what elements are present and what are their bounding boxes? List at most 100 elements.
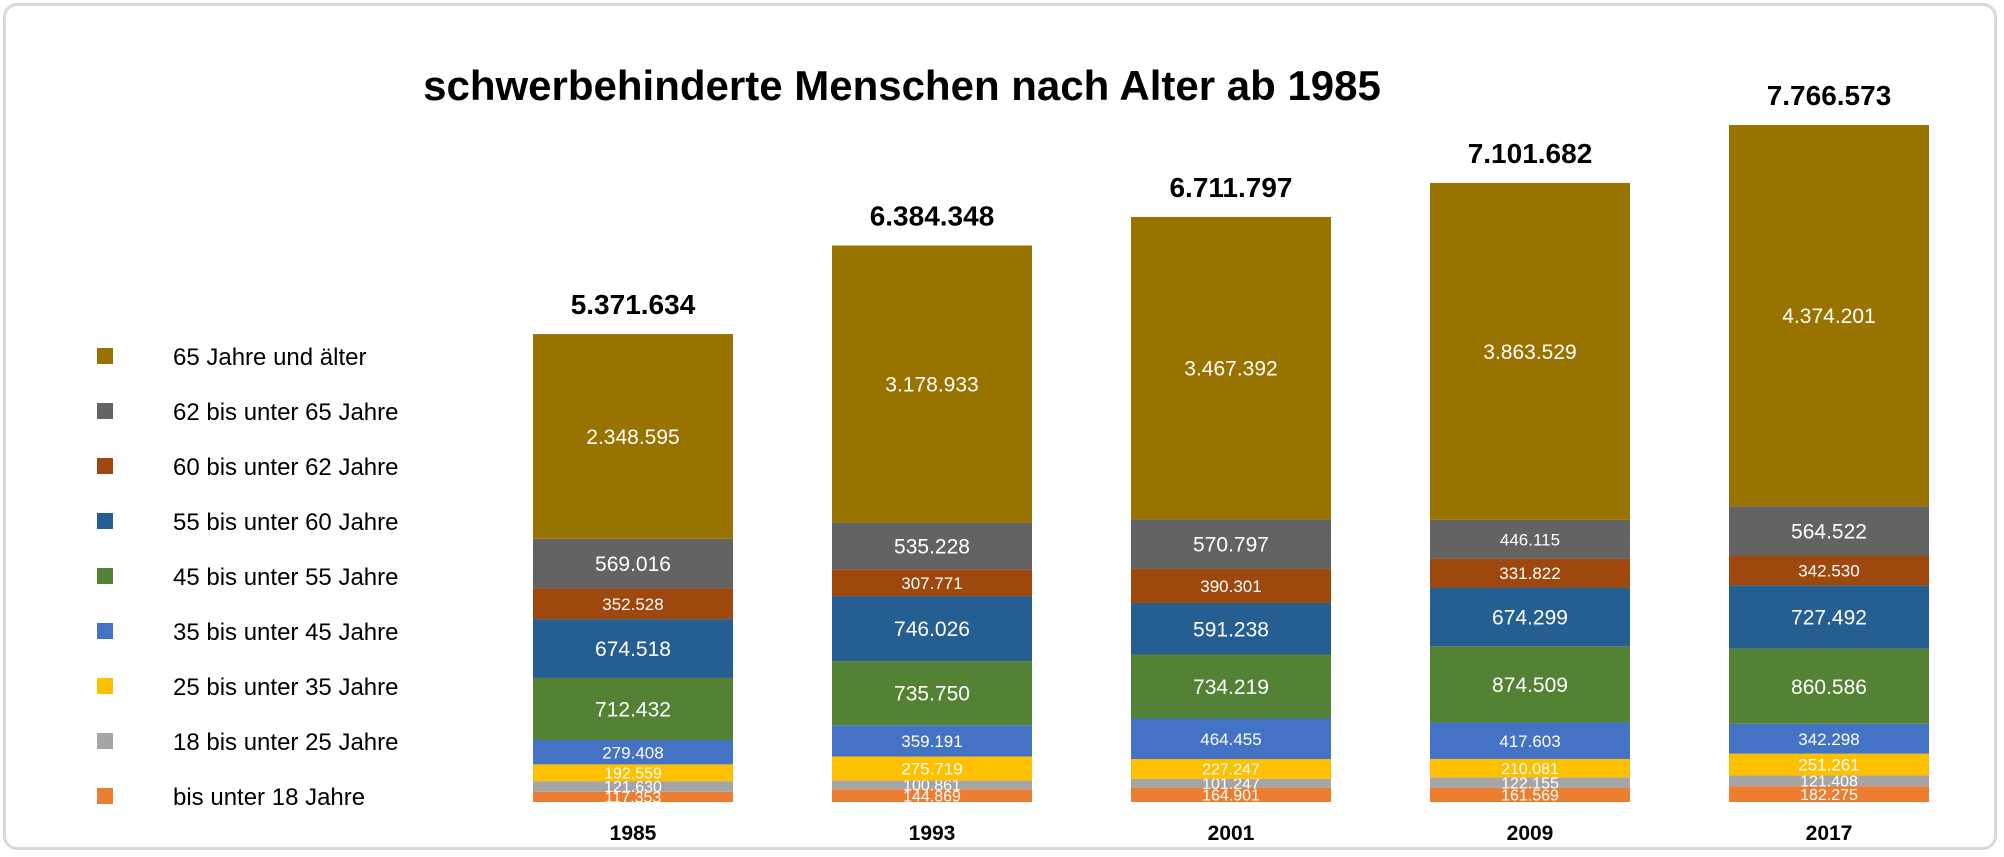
segment-value-label: 307.771 [901,574,962,593]
segment-value-label: 117.353 [605,790,662,807]
x-tick-label: 2001 [1208,822,1255,845]
bar-segment [533,791,733,802]
segment-value-label: 121.408 [1800,774,1858,791]
legend-item: 35 bis unter 45 Jahre [97,619,398,646]
bar-segment [1729,775,1929,787]
segment-value-label: 564.522 [1791,520,1867,543]
bar-segment [1131,787,1331,802]
legend-label: bis unter 18 Jahre [173,784,365,811]
segment-value-label: 569.016 [595,553,671,576]
legend-label: 55 bis unter 60 Jahre [173,509,398,536]
bar-segment [1131,778,1331,788]
bar-segment [1729,723,1929,754]
segment-value-label: 746.026 [894,618,970,641]
bar-segment [533,781,733,792]
segment-value-label: 3.178.933 [885,374,978,397]
legend-label: 18 bis unter 25 Jahre [173,729,398,756]
bar-segment [1729,753,1929,776]
chart-title: schwerbehinderte Menschen nach Alter ab … [423,62,1381,109]
bar-segment [832,725,1032,757]
bar-segment [1729,555,1929,586]
segment-value-label: 446.115 [1500,530,1560,549]
segment-value-label: 182.275 [1800,787,1858,804]
bar-segment [1729,506,1929,556]
segment-value-label: 874.509 [1492,674,1568,697]
legend: 65 Jahre und älter 62 bis unter 65 Jahre 6… [97,344,398,811]
segment-value-label: 144.869 [903,788,961,805]
legend-swatch [97,678,113,694]
segment-value-label: 2.348.595 [586,426,679,449]
legend-swatch [97,733,113,749]
bar-segment [832,780,1032,790]
segment-value-label: 3.467.392 [1184,358,1277,381]
segment-value-label: 712.432 [595,699,671,722]
bar-segment [533,334,733,539]
bar-segment [1430,519,1630,559]
bar-segment [1430,758,1630,778]
segment-value-label: 860.586 [1791,676,1867,699]
segment-value-label: 121.630 [604,779,662,796]
x-tick-label: 1985 [610,822,657,845]
legend-item: 55 bis unter 60 Jahre [97,509,398,536]
legend-item: bis unter 18 Jahre [97,784,365,811]
segment-value-label: 164.901 [1202,788,1260,805]
segment-value-label: 359.191 [901,732,962,751]
bar-segment [1131,568,1331,603]
segment-value-label: 251.261 [1798,756,1859,775]
bar-segment [832,522,1032,570]
legend-item: 25 bis unter 35 Jahre [97,674,398,701]
legend-swatch [97,788,113,804]
legend-label: 35 bis unter 45 Jahre [173,619,398,646]
bar-segment [832,569,1032,597]
segment-value-label: 100.861 [903,778,961,795]
legend-label: 45 bis unter 55 Jahre [173,564,398,591]
legend-swatch [97,403,113,419]
legend-item: 62 bis unter 65 Jahre [97,399,398,426]
x-tick-label: 2017 [1806,822,1853,845]
segment-value-label: 535.228 [894,535,970,558]
bar-segment [1131,718,1331,759]
segment-value-label: 727.492 [1791,607,1867,630]
segment-value-label: 161.569 [1501,788,1559,805]
bar-segment [533,588,733,620]
segment-value-label: 674.299 [1492,606,1568,629]
bar-segment [533,677,733,741]
bar-segment [1131,654,1331,719]
bar-segment [1131,758,1331,779]
legend-swatch [97,513,113,529]
segment-value-label: 352.528 [602,595,663,614]
bar-segment [1430,722,1630,759]
bar-segment [1430,182,1630,520]
bar-segment [1131,602,1331,655]
bar-segment [533,764,733,782]
segment-value-label: 674.518 [595,638,671,661]
legend-label: 60 bis unter 62 Jahre [173,454,398,481]
segment-value-label: 279.408 [602,743,663,762]
segment-value-label: 3.863.529 [1483,341,1576,364]
total-label: 6.384.348 [870,200,995,231]
segment-value-label: 390.301 [1200,577,1261,596]
legend-swatch [97,348,113,364]
segment-value-label: 192.559 [604,766,662,783]
segment-value-label: 734.219 [1193,676,1269,699]
legend-item: 18 bis unter 25 Jahre [97,729,398,756]
legend-label: 25 bis unter 35 Jahre [173,674,398,701]
bar-segment [1430,646,1630,723]
segment-value-label: 591.238 [1193,618,1269,641]
segment-value-label: 342.298 [1798,730,1859,749]
segment-value-label: 570.797 [1193,534,1269,557]
bar-segment [1729,125,1929,507]
legend-item: 45 bis unter 55 Jahre [97,564,398,591]
bar-segment [832,756,1032,781]
bar-segment [533,740,733,765]
segment-value-label: 735.750 [894,683,970,706]
bar-segment [1131,519,1331,569]
bar-segment [832,789,1032,802]
segment-value-label: 210.081 [1501,761,1559,778]
